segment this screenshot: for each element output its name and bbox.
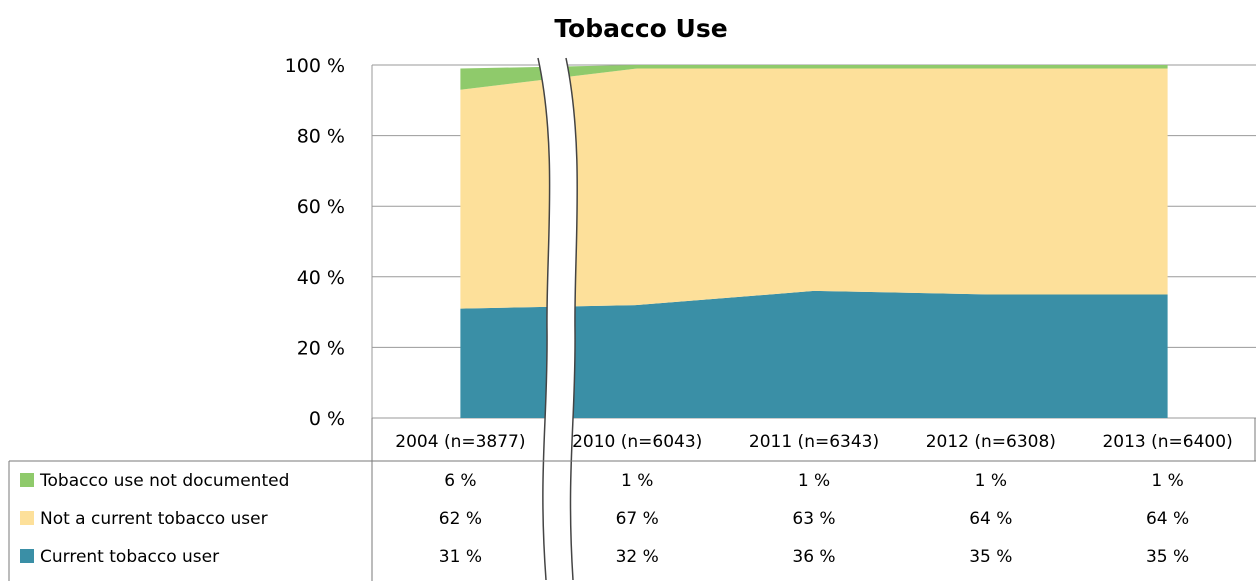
stacked-areas [460,65,1168,418]
area-current-tobacco-user [460,290,1168,418]
legend-label: Tobacco use not documented [39,471,289,491]
y-tick-label: 0 % [309,408,345,430]
legend-label: Current tobacco user [40,547,219,567]
category-label: 2013 (n=6400) [1102,432,1232,452]
data-label: 35 % [969,547,1012,567]
y-tick-label: 40 % [297,267,345,289]
y-tick-label: 20 % [297,337,345,359]
data-label: 1 % [975,471,1007,491]
data-label: 31 % [439,547,482,567]
legend-swatch [20,549,34,563]
data-label: 64 % [1146,509,1189,529]
y-tick-label: 60 % [297,196,345,218]
data-label: 63 % [792,509,835,529]
data-label: 62 % [439,509,482,529]
legend-swatch [20,473,34,487]
category-label: 2012 (n=6308) [926,432,1056,452]
axis-break-gap [538,58,578,580]
data-label: 1 % [1151,471,1183,491]
legend-swatch [20,511,34,525]
legend-label: Not a current tobacco user [40,509,268,529]
chart-title: Tobacco Use [554,14,727,43]
area-tobacco-use-not-documented [460,65,1168,90]
data-label: 67 % [616,509,659,529]
category-label: 2004 (n=3877) [395,432,525,452]
data-table: 2004 (n=3877) 2010 (n=6043) 2011 (n=6343) 2… [8,418,1256,581]
y-tick-label: 100 % [285,55,345,77]
axis-break-marker [537,57,579,581]
data-label: 64 % [969,509,1012,529]
axis-break-line-right [565,57,579,581]
axis-break-line-left [537,57,551,581]
data-label: 32 % [616,547,659,567]
y-axis-ticks: 0 % 20 % 40 % 60 % 80 % 100 % [285,55,345,430]
category-label: 2011 (n=6343) [749,432,879,452]
area-not-a-current-tobacco-user [460,68,1168,309]
data-label: 6 % [444,471,476,491]
data-label: 35 % [1146,547,1189,567]
data-label: 36 % [792,547,835,567]
category-label: 2010 (n=6043) [572,432,702,452]
data-label: 1 % [798,471,830,491]
data-label: 1 % [621,471,653,491]
y-tick-label: 80 % [297,126,345,148]
